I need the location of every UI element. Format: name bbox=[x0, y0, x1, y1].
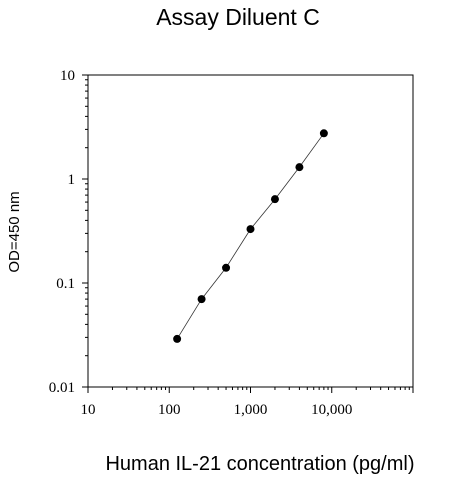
y-tick-label: 0.01 bbox=[49, 380, 75, 396]
y-axis-label: OD=450 nm bbox=[6, 191, 23, 272]
data-point bbox=[319, 129, 328, 138]
data-point bbox=[222, 263, 231, 272]
data-point bbox=[295, 163, 304, 172]
y-tick-label: 1 bbox=[68, 172, 76, 188]
x-tick-label: 1,000 bbox=[234, 402, 268, 418]
data-point bbox=[270, 195, 279, 204]
data-point bbox=[246, 225, 255, 234]
x-tick-label: 10 bbox=[81, 402, 96, 418]
x-tick-label: 100 bbox=[158, 402, 181, 418]
x-tick-label: 10,000 bbox=[311, 402, 352, 418]
y-tick-label: 0.1 bbox=[56, 276, 75, 292]
x-axis-ticks: 10 100 1,000 10,000 bbox=[81, 387, 414, 418]
y-tick-label: 10 bbox=[60, 68, 75, 84]
data-points bbox=[173, 129, 328, 343]
data-point bbox=[197, 295, 206, 304]
y-axis-ticks: 0.01 0.1 1 10 bbox=[49, 68, 88, 396]
chart-title: Assay Diluent C bbox=[156, 4, 320, 30]
data-point bbox=[173, 334, 182, 343]
x-axis-label: Human IL-21 concentration (pg/ml) bbox=[105, 453, 414, 475]
